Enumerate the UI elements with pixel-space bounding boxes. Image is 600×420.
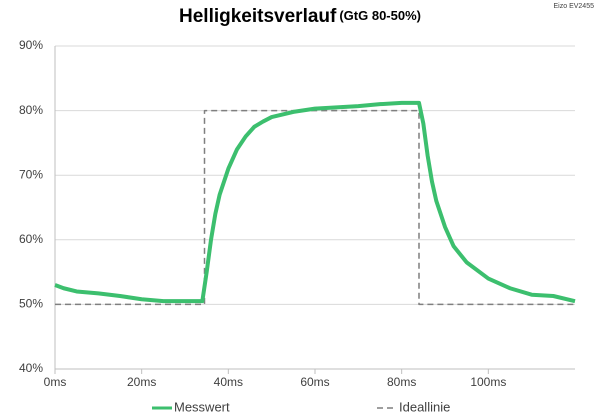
annotation: Eizo EV2455 xyxy=(554,3,595,10)
x-tick-label: 20ms xyxy=(127,375,156,389)
subtitle: (GtG 80-50%) xyxy=(339,8,421,23)
legend-label: Ideallinie xyxy=(399,399,450,414)
x-tick-label: 80ms xyxy=(387,375,416,389)
y-tick-label: 70% xyxy=(19,167,43,181)
y-tick-label: 60% xyxy=(19,232,43,246)
y-tick-label: 90% xyxy=(19,38,43,52)
legend-label: Messwert xyxy=(174,399,230,414)
y-tick-label: 50% xyxy=(19,297,43,311)
x-tick-label: 40ms xyxy=(214,375,243,389)
series-line xyxy=(54,100,576,304)
x-tick-label: 60ms xyxy=(300,375,329,389)
title: Helligkeitsverlauf xyxy=(179,6,337,27)
chart-title: Helligkeitsverlauf (GtG 80-50%) xyxy=(179,6,421,27)
y-tick-label: 80% xyxy=(19,103,43,117)
series-line xyxy=(55,109,575,306)
y-tick-label: 40% xyxy=(19,361,43,375)
x-tick-label: 0ms xyxy=(44,375,67,389)
x-tick-label: 100ms xyxy=(470,375,506,389)
